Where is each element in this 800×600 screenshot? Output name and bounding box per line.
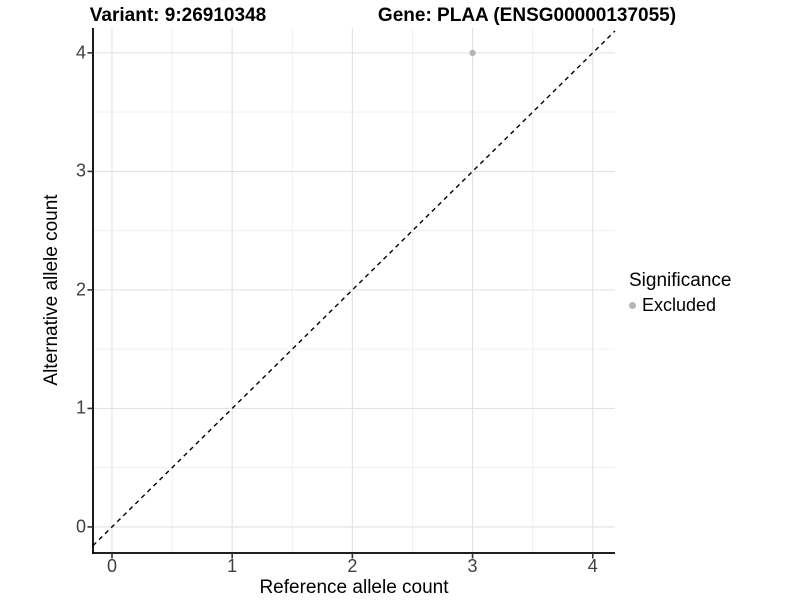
plot-title-variant: Variant: 9:26910348 (89, 5, 267, 26)
legend-item-label: Excluded (642, 295, 717, 315)
legend-item-excluded: Excluded (629, 294, 731, 316)
plot-title-gene: Gene: PLAA (ENSG00000137055) (377, 5, 677, 26)
y-axis-title: Alternative allele count (41, 194, 62, 386)
legend-point-icon (629, 301, 636, 309)
identity-dashed-line (92, 30, 616, 547)
legend-title: Significance (629, 270, 732, 291)
data-point[interactable] (469, 49, 476, 57)
x-axis-title: Reference allele count (259, 577, 449, 598)
legend: Significance Excluded (629, 270, 731, 316)
